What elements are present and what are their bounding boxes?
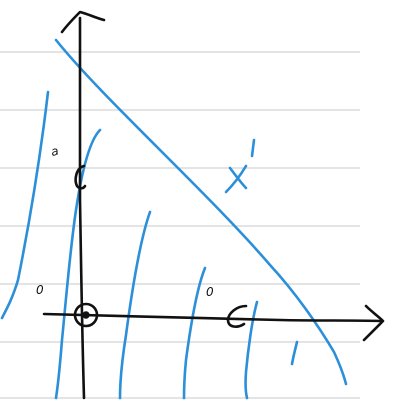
shading-stroke	[54, 128, 102, 400]
boundary-line	[54, 38, 348, 386]
x-axis	[42, 312, 382, 323]
y-axis-arrowhead	[60, 10, 106, 34]
shaded-region	[0, 38, 348, 400]
shading-stroke	[290, 340, 299, 366]
shading-stroke	[118, 210, 152, 400]
shading-stroke	[244, 300, 259, 400]
origin-open-circle	[73, 302, 99, 328]
shading-stroke	[0, 90, 50, 320]
x-axis-arrowhead	[362, 304, 385, 342]
region-label-prime-glyph	[250, 138, 256, 158]
shading-stroke	[182, 266, 207, 400]
axes	[42, 10, 385, 400]
origin-dot	[82, 311, 90, 319]
axis-labels: a 0 0	[36, 144, 214, 299]
y-axis	[78, 16, 86, 400]
y-axis-open-point	[74, 164, 87, 190]
region-label-x-glyph	[224, 164, 248, 194]
y-axis-tick-label: a	[50, 144, 60, 159]
x-axis-open-point	[226, 304, 248, 328]
x-axis-point-label: 0	[206, 285, 214, 299]
ruled-lines	[0, 51, 360, 399]
origin-label: 0	[36, 283, 44, 297]
